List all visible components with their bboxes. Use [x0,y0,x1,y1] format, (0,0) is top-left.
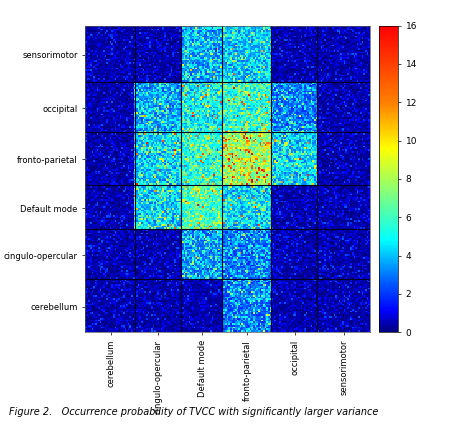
Text: Figure 2.   Occurrence probability of TVCC with significantly larger variance: Figure 2. Occurrence probability of TVCC… [9,408,379,417]
